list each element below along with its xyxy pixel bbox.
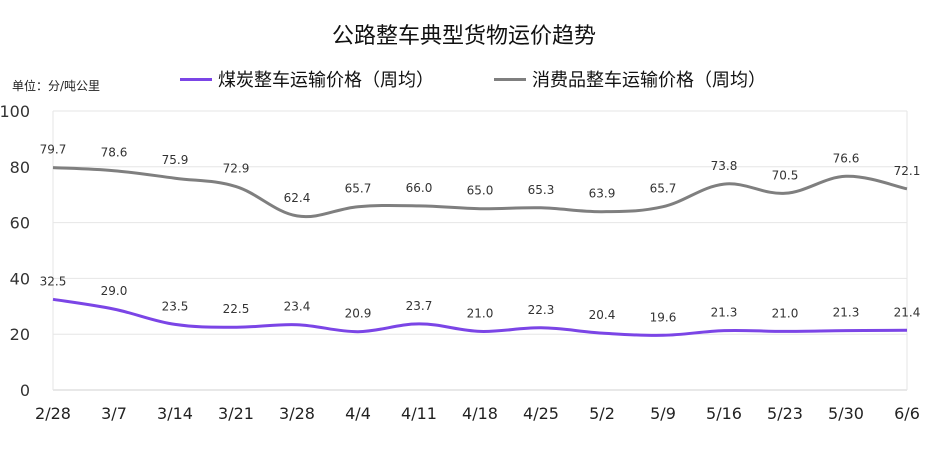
legend: 煤炭整车运输价格（周均） 消费品整车运输价格（周均） [180, 66, 826, 92]
x-tick-label-5: 4/4 [345, 404, 371, 423]
legend-item-coal: 煤炭整车运输价格（周均） [180, 66, 434, 92]
data-label-consumer-1: 78.6 [101, 146, 128, 160]
data-label-consumer-8: 65.3 [528, 183, 555, 197]
data-label-consumer-10: 65.7 [650, 182, 677, 196]
legend-item-consumer: 消费品整车运输价格（周均） [494, 66, 766, 92]
x-tick-label-9: 5/2 [589, 404, 615, 423]
x-tick-label-3: 3/21 [218, 404, 254, 423]
data-label-coal-1: 29.0 [101, 284, 128, 298]
x-tick-label-14: 6/6 [894, 404, 920, 423]
data-label-consumer-4: 62.4 [284, 191, 311, 205]
x-tick-label-10: 5/9 [650, 404, 676, 423]
data-label-coal-10: 19.6 [650, 310, 677, 324]
y-tick-label-80: 80 [10, 158, 30, 177]
data-label-coal-4: 23.4 [284, 300, 311, 314]
x-tick-label-12: 5/23 [767, 404, 803, 423]
y-tick-label-60: 60 [10, 214, 30, 233]
x-tick-label-11: 5/16 [706, 404, 742, 423]
x-tick-label-0: 2/28 [35, 404, 71, 423]
unit-label: 单位：分/吨公里 [12, 79, 101, 93]
data-label-coal-13: 21.3 [833, 306, 860, 320]
legend-swatch-coal [180, 77, 212, 81]
series-line-coal [52, 297, 908, 337]
legend-label-coal: 煤炭整车运输价格（周均） [218, 70, 434, 91]
x-tick-label-8: 4/25 [523, 404, 559, 423]
x-tick-label-6: 4/11 [401, 404, 437, 423]
x-tick-label-13: 5/30 [828, 404, 864, 423]
data-label-coal-5: 20.9 [345, 307, 372, 321]
data-label-coal-12: 21.0 [772, 306, 799, 320]
data-label-coal-7: 21.0 [467, 306, 494, 320]
y-tick-label-20: 20 [10, 325, 30, 344]
chart-title: 公路整车典型货物运价趋势 [331, 24, 596, 49]
data-label-coal-2: 23.5 [162, 299, 189, 313]
data-label-coal-3: 22.5 [223, 302, 250, 316]
data-label-coal-11: 21.3 [711, 306, 738, 320]
x-tick-label-4: 3/28 [279, 404, 315, 423]
legend-swatch-consumer [494, 77, 526, 81]
data-label-coal-14: 21.4 [894, 305, 921, 319]
x-tick-label-2: 3/14 [157, 404, 193, 423]
data-label-consumer-2: 75.9 [162, 153, 189, 167]
data-label-coal-9: 20.4 [589, 308, 616, 322]
data-label-consumer-14: 72.1 [894, 164, 921, 178]
data-label-consumer-9: 63.9 [589, 187, 616, 201]
data-label-consumer-6: 66.0 [406, 181, 433, 195]
y-tick-label-100: 100 [0, 102, 30, 121]
legend-label-consumer: 消费品整车运输价格（周均） [532, 70, 766, 91]
data-label-coal-8: 22.3 [528, 303, 555, 317]
data-label-coal-0: 32.5 [40, 274, 67, 288]
data-label-consumer-0: 79.7 [40, 143, 67, 157]
y-tick-label-40: 40 [10, 269, 30, 288]
data-label-consumer-5: 65.7 [345, 182, 372, 196]
series-line-consumer [52, 166, 908, 219]
data-label-consumer-12: 70.5 [772, 168, 799, 182]
x-tick-label-7: 4/18 [462, 404, 498, 423]
data-label-consumer-11: 73.8 [711, 159, 738, 173]
data-label-consumer-13: 76.6 [833, 151, 860, 165]
data-label-consumer-7: 65.0 [467, 184, 494, 198]
data-label-consumer-3: 72.9 [223, 162, 250, 176]
y-tick-label-0: 0 [20, 381, 30, 400]
x-tick-label-1: 3/7 [101, 404, 127, 423]
data-label-coal-6: 23.7 [406, 299, 433, 313]
